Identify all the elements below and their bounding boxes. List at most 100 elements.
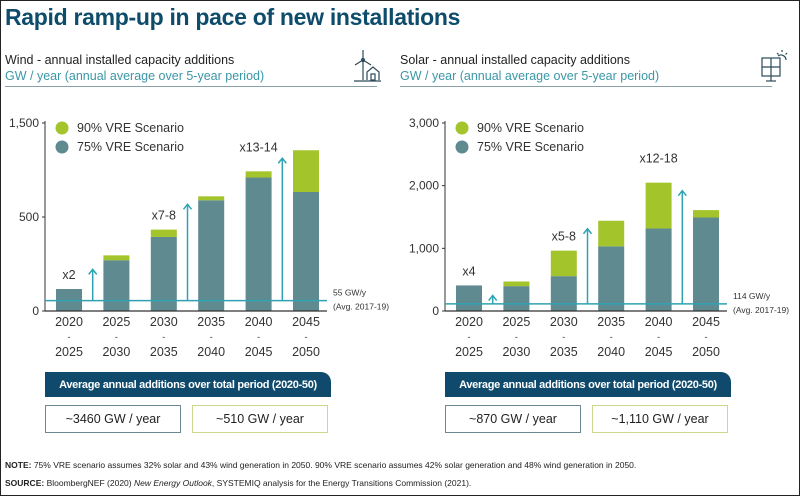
growth-arrow-head — [488, 294, 498, 301]
x-tick-label: 2030 — [150, 315, 178, 329]
solar-subtitle: Solar - annual installed capacity additi… — [400, 52, 659, 84]
solar-chart: 0 1,000 2,000 3,000 2020 - 2025 2025 - 2030 2030 - 2… — [409, 116, 789, 359]
bar-75-vre — [293, 191, 319, 311]
baseline-label: 55 GW/y — [333, 288, 367, 298]
x-tick-label: - — [657, 332, 660, 342]
wind-summary-75: ~3460 GW / year — [45, 405, 181, 433]
bar-90-vre — [503, 281, 530, 287]
x-tick-label: 2035 — [150, 345, 178, 359]
divider — [5, 86, 377, 87]
multiplier-label: x5-8 — [552, 230, 576, 244]
bar-90-vre — [245, 171, 272, 178]
x-tick-label: 2045 — [245, 345, 273, 359]
x-tick-label: 2020 — [55, 315, 83, 329]
x-tick-label: 2030 — [550, 315, 578, 329]
x-tick-label: 2030 — [102, 345, 130, 359]
bar-75-vre — [503, 286, 530, 311]
bar-90-vre — [198, 196, 225, 201]
growth-arrow-head — [182, 203, 193, 210]
baseline-label: 114 GW/y — [733, 291, 771, 301]
source-title: New Energy Outlook — [133, 478, 212, 488]
bar-90-vre — [645, 182, 672, 229]
legend-swatch — [455, 121, 469, 135]
bar-90-vre — [103, 255, 130, 261]
wind-turbine-house-icon — [354, 50, 381, 82]
baseline-label: (Avg. 2017-19) — [733, 305, 789, 315]
footnote: NOTE: 75% VRE scenario assumes 32% solar… — [5, 460, 636, 470]
x-tick-label: - — [162, 332, 165, 342]
x-tick-label: 2040 — [597, 345, 625, 359]
x-tick-label: - — [257, 332, 260, 342]
x-tick-label: 2040 — [197, 345, 225, 359]
bar-75-vre — [645, 228, 672, 311]
legend-swatch — [55, 121, 69, 135]
bar-90-vre — [150, 229, 177, 237]
multiplier-label: x2 — [62, 268, 75, 282]
legend-label: 75% VRE Scenario — [77, 140, 184, 154]
x-tick-label: 2020 — [455, 315, 483, 329]
wind-summary-90: ~510 GW / year — [192, 405, 328, 433]
wind-chart-unit: GW / year (annual average over 5-year pe… — [5, 69, 265, 83]
multiplier-label: x13-14 — [239, 140, 277, 154]
bar-75-vre — [456, 285, 482, 311]
x-tick-label: - — [468, 332, 471, 342]
bar-90-vre — [550, 250, 577, 277]
legend-label: 90% VRE Scenario — [477, 121, 584, 135]
x-tick-label: 2025 — [55, 345, 83, 359]
x-tick-label: 2030 — [502, 345, 530, 359]
solar-panel-sun-icon — [761, 50, 788, 82]
solar-summary-90: ~1,110 GW / year — [592, 405, 728, 433]
solar-summary-header: Average annual additions over total peri… — [445, 372, 731, 397]
source-text: BloombergNEF (2020) — [44, 478, 134, 488]
y-tick-label: 0 — [432, 304, 439, 318]
solar-chart-unit: GW / year (annual average over 5-year pe… — [400, 69, 660, 83]
wind-chart-title: Wind - annual installed capacity additio… — [5, 53, 235, 67]
growth-arrow-head — [88, 268, 98, 275]
x-tick-label: - — [705, 332, 708, 342]
legend-swatch — [455, 140, 469, 154]
legend-label: 90% VRE Scenario — [77, 121, 184, 135]
bar-75-vre — [198, 200, 225, 311]
x-tick-label: - — [515, 332, 518, 342]
bar-90-vre — [293, 150, 319, 192]
bar-90-vre — [598, 220, 625, 247]
wind-summary-header: Average annual additions over total peri… — [45, 372, 331, 397]
x-tick-label: 2050 — [292, 345, 320, 359]
x-tick-label: - — [562, 332, 565, 342]
bar-75-vre — [245, 177, 272, 311]
x-tick-label: 2035 — [597, 315, 625, 329]
baseline-label: (Avg. 2017-19) — [333, 302, 389, 312]
x-tick-label: - — [610, 332, 613, 342]
y-tick-label: 500 — [19, 210, 39, 224]
bar-75-vre — [150, 236, 177, 311]
x-tick-label: - — [210, 332, 213, 342]
x-tick-label: 2045 — [692, 315, 720, 329]
solar-chart-title: Solar - annual installed capacity additi… — [400, 53, 630, 67]
y-tick-label: 1,000 — [409, 241, 439, 255]
x-tick-label: 2035 — [550, 345, 578, 359]
y-tick-label: 1,500 — [9, 116, 39, 130]
note-label: NOTE: — [5, 460, 32, 470]
x-tick-label: - — [68, 332, 71, 342]
page-title: Rapid ramp-up in pace of new installatio… — [5, 4, 461, 30]
legend-label: 75% VRE Scenario — [477, 140, 584, 154]
multiplier-label: x4 — [462, 264, 475, 278]
x-tick-label: 2045 — [645, 345, 673, 359]
source: SOURCE: BloombergNEF (2020) New Energy O… — [5, 478, 471, 488]
x-tick-label: 2035 — [197, 315, 225, 329]
x-tick-label: 2040 — [245, 315, 273, 329]
bar-90-vre — [693, 210, 719, 218]
wind-subtitle: Wind - annual installed capacity additio… — [5, 52, 264, 84]
divider — [400, 86, 772, 87]
y-tick-label: 0 — [32, 304, 39, 318]
x-tick-label: 2025 — [455, 345, 483, 359]
growth-arrow-head — [582, 227, 593, 235]
y-tick-label: 3,000 — [409, 116, 439, 130]
x-tick-label: - — [115, 332, 118, 342]
growth-arrow-head — [277, 157, 287, 164]
x-tick-label: 2045 — [292, 315, 320, 329]
x-tick-label: 2040 — [645, 315, 673, 329]
wind-chart: 0 500 1,500 2020 - 2025 2025 - 2030 2030 - 2035 2035… — [9, 116, 389, 359]
x-tick-label: - — [305, 332, 308, 342]
x-tick-label: 2050 — [692, 345, 720, 359]
